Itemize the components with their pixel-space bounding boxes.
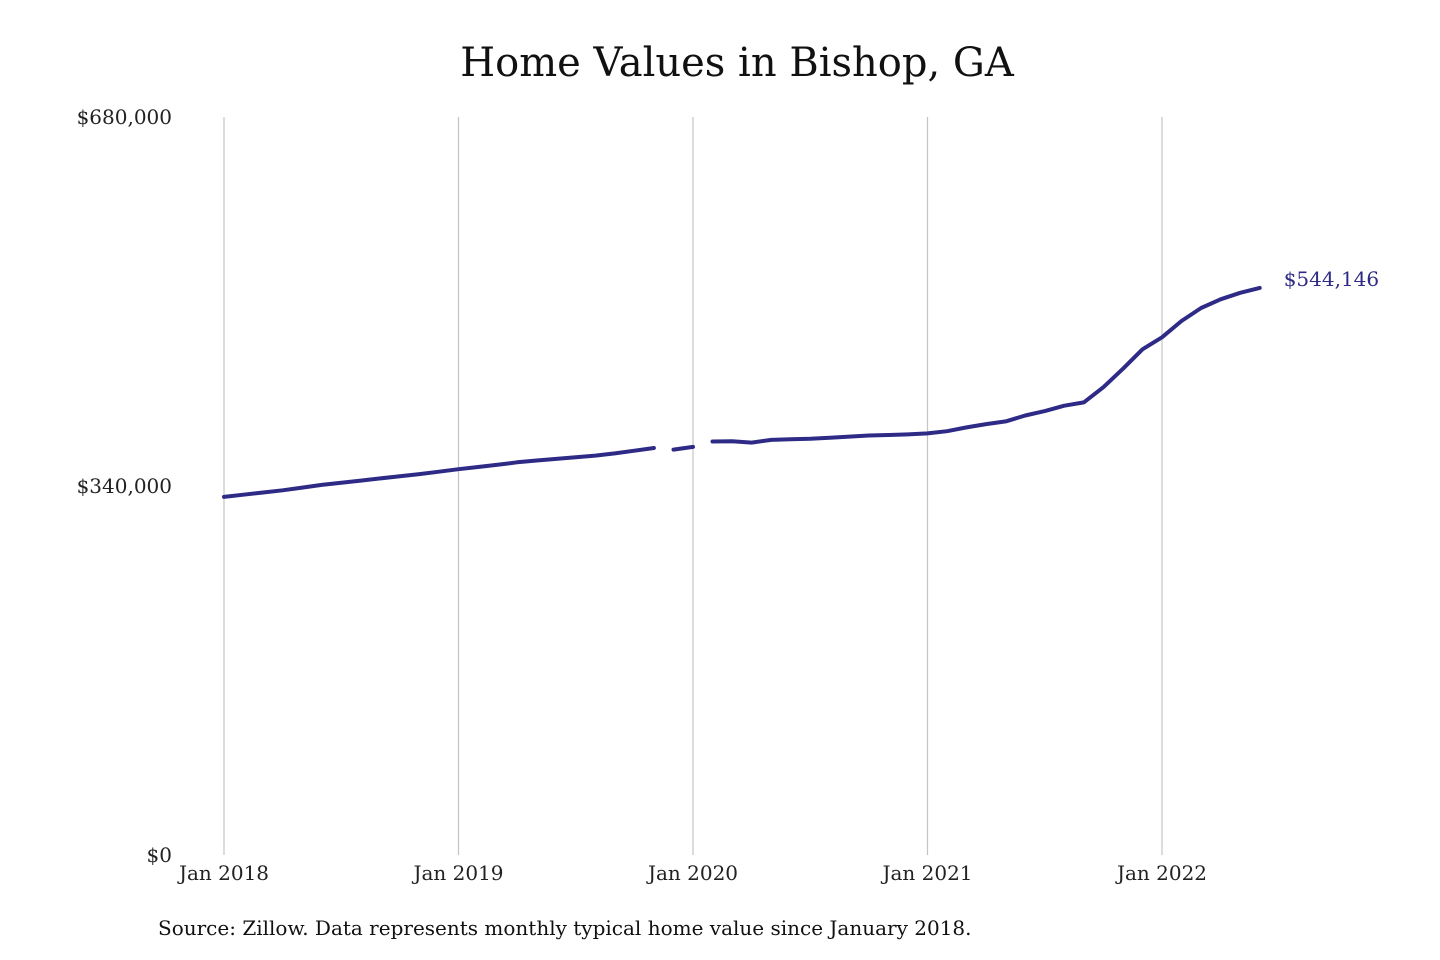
y-axis-tick-labels: $0 $340,000 $680,000 — [77, 105, 172, 867]
series-line-segment — [671, 444, 695, 452]
y-tick-label: $0 — [147, 843, 172, 867]
series-line-segment — [710, 285, 1262, 445]
x-tick-label: Jan 2021 — [880, 861, 972, 885]
vertical-gridlines — [223, 117, 1163, 855]
end-value-label: $544,146 — [1284, 267, 1379, 291]
x-tick-label: Jan 2020 — [646, 861, 738, 885]
x-axis-tick-labels: Jan 2018 Jan 2019 Jan 2020 Jan 2021 Jan 2022 — [177, 861, 1207, 885]
x-tick-label: Jan 2022 — [1115, 861, 1207, 885]
y-tick-label: $680,000 — [77, 105, 172, 129]
x-tick-label: Jan 2019 — [411, 861, 503, 885]
data-labels: $544,146 — [1284, 267, 1379, 291]
source-footnote: Source: Zillow. Data represents monthly … — [158, 916, 972, 940]
chart-title: Home Values in Bishop, GA — [460, 40, 1014, 86]
y-tick-label: $340,000 — [77, 474, 172, 498]
home-value-series — [222, 285, 1262, 499]
series-line-segment — [222, 446, 656, 499]
x-tick-label: Jan 2018 — [177, 861, 269, 885]
